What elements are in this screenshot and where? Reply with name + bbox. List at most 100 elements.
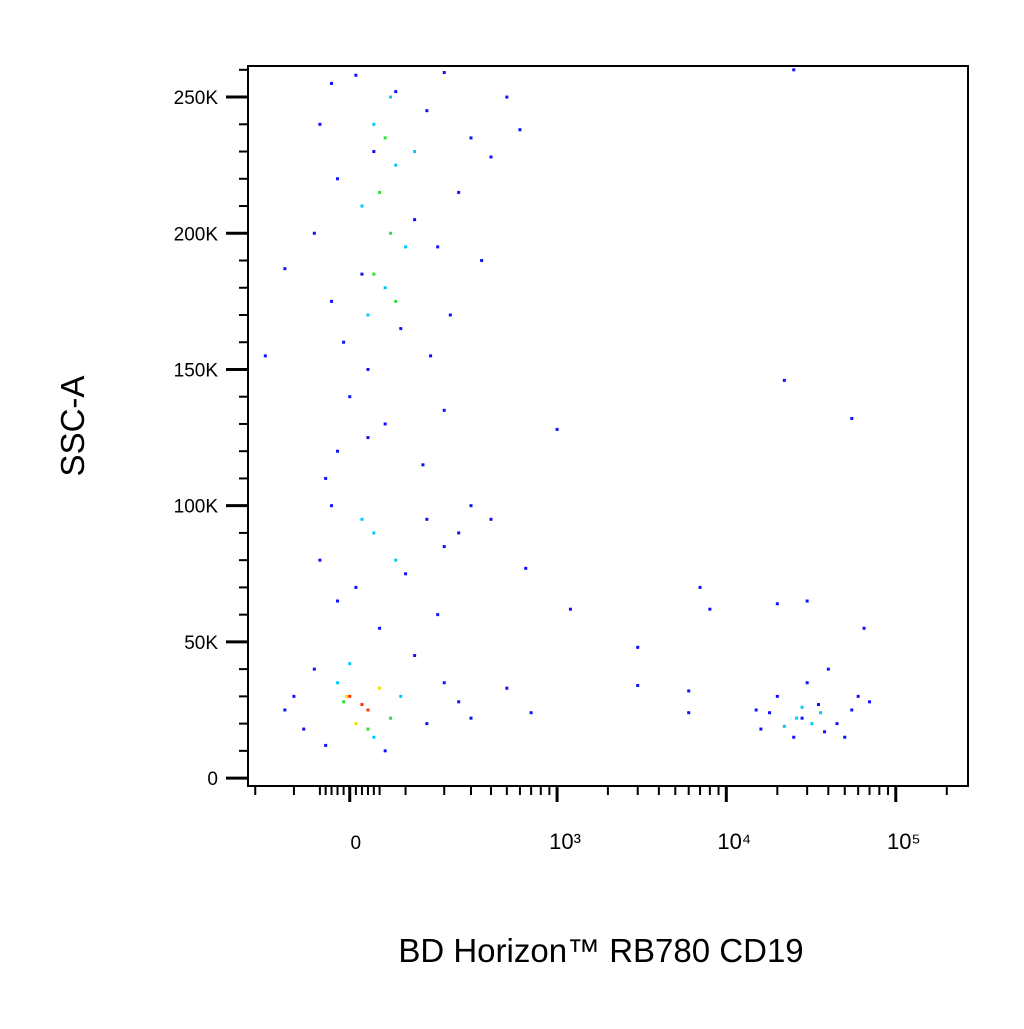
point bbox=[782, 724, 786, 728]
point bbox=[850, 708, 854, 712]
point bbox=[354, 585, 358, 589]
point bbox=[318, 558, 322, 562]
point bbox=[823, 730, 827, 734]
point bbox=[283, 267, 287, 271]
y-axis-title: SSC-A bbox=[54, 376, 91, 477]
point bbox=[366, 313, 370, 317]
point bbox=[843, 735, 847, 739]
point bbox=[389, 95, 393, 99]
point bbox=[336, 599, 340, 603]
point bbox=[366, 708, 370, 712]
point bbox=[324, 476, 328, 480]
point bbox=[330, 299, 334, 303]
plot-frame bbox=[247, 65, 969, 787]
point bbox=[805, 599, 809, 603]
point bbox=[383, 286, 387, 290]
point bbox=[555, 427, 559, 431]
point bbox=[856, 694, 860, 698]
point bbox=[399, 327, 403, 331]
point bbox=[336, 449, 340, 453]
point bbox=[413, 654, 417, 658]
point bbox=[378, 190, 382, 194]
y-tick-label: 200K bbox=[174, 224, 219, 245]
y-tick-label: 150K bbox=[174, 360, 219, 381]
point bbox=[469, 504, 473, 508]
point bbox=[792, 68, 796, 72]
point bbox=[342, 340, 346, 344]
point bbox=[404, 245, 408, 249]
point bbox=[436, 245, 440, 249]
point bbox=[348, 395, 352, 399]
point bbox=[448, 313, 452, 317]
point bbox=[342, 700, 346, 704]
point bbox=[792, 735, 796, 739]
point bbox=[795, 716, 799, 720]
point bbox=[372, 531, 376, 535]
point bbox=[330, 504, 334, 508]
point bbox=[698, 585, 702, 589]
point bbox=[480, 259, 484, 263]
point bbox=[636, 683, 640, 687]
point bbox=[394, 90, 398, 94]
point bbox=[413, 218, 417, 222]
point bbox=[429, 354, 433, 358]
point bbox=[457, 700, 461, 704]
point bbox=[505, 95, 509, 99]
point bbox=[312, 667, 316, 671]
point bbox=[383, 422, 387, 426]
point bbox=[529, 711, 533, 715]
point bbox=[394, 163, 398, 167]
point bbox=[442, 545, 446, 549]
point bbox=[312, 231, 316, 235]
point bbox=[372, 735, 376, 739]
point bbox=[805, 681, 809, 685]
point bbox=[383, 136, 387, 140]
y-tick-label: 0 bbox=[207, 769, 218, 790]
point bbox=[800, 716, 804, 720]
point bbox=[318, 122, 322, 126]
point bbox=[826, 667, 830, 671]
point bbox=[768, 711, 772, 715]
point bbox=[372, 122, 376, 126]
point bbox=[457, 190, 461, 194]
point bbox=[389, 716, 393, 720]
point bbox=[354, 722, 358, 726]
point bbox=[518, 128, 522, 132]
point bbox=[425, 109, 429, 113]
point bbox=[819, 711, 823, 715]
point bbox=[345, 694, 349, 698]
point bbox=[810, 722, 814, 726]
point bbox=[283, 708, 287, 712]
point bbox=[687, 689, 691, 693]
point bbox=[372, 272, 376, 276]
point bbox=[754, 708, 758, 712]
point bbox=[442, 681, 446, 685]
point bbox=[568, 607, 572, 611]
point bbox=[782, 378, 786, 382]
point bbox=[850, 417, 854, 421]
point bbox=[404, 572, 408, 576]
point bbox=[425, 722, 429, 726]
point bbox=[817, 703, 821, 707]
point bbox=[469, 136, 473, 140]
point bbox=[489, 517, 493, 521]
point bbox=[436, 613, 440, 617]
point bbox=[442, 71, 446, 75]
point bbox=[360, 703, 364, 707]
point bbox=[378, 686, 382, 690]
point bbox=[366, 727, 370, 731]
point bbox=[354, 73, 358, 77]
point bbox=[348, 662, 352, 666]
point bbox=[421, 463, 425, 467]
point bbox=[336, 177, 340, 181]
point bbox=[489, 155, 493, 159]
x-tick-label: 10⁴ bbox=[717, 829, 751, 854]
y-tick-label: 50K bbox=[184, 633, 218, 654]
point bbox=[366, 436, 370, 440]
point bbox=[636, 645, 640, 649]
point bbox=[759, 727, 763, 731]
point bbox=[366, 367, 370, 371]
y-tick-label: 250K bbox=[174, 88, 219, 109]
point bbox=[800, 705, 804, 709]
